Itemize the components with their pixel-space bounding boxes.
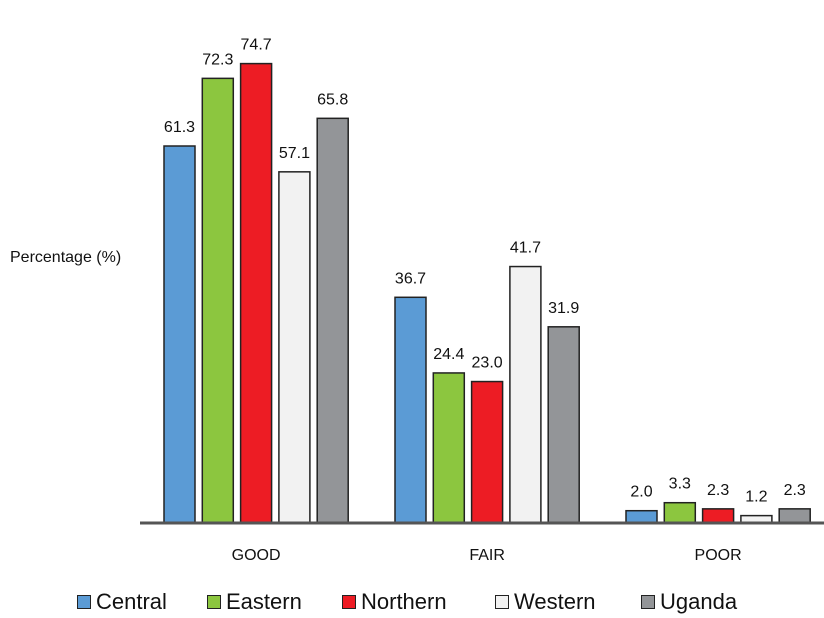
bar-eastern-fair	[432, 372, 466, 524]
y-axis-label: Percentage (%)	[10, 249, 121, 266]
value-label-uganda-poor: 2.3	[784, 482, 806, 499]
legend-label-uganda: Uganda	[660, 589, 738, 614]
legend-swatch-central	[77, 595, 91, 609]
bar-uganda-good	[316, 117, 349, 524]
value-label-western-good: 57.1	[279, 145, 310, 162]
value-label-northern-fair: 23.0	[472, 355, 503, 372]
value-label-uganda-good: 65.8	[317, 91, 348, 108]
bars-group: 61.3 72.3 74.7 57.1 65.8 36.7 24.4 23.0 41.7 31.9…	[163, 37, 811, 524]
bar-uganda-poor	[778, 508, 811, 524]
legend-item-central: Central	[77, 588, 167, 616]
bar-central-fair	[394, 296, 427, 524]
bar-northern-good	[239, 62, 273, 524]
legend: Central Eastern Northern Western Uganda	[0, 588, 824, 618]
value-label-eastern-fair: 24.4	[433, 346, 464, 363]
value-label-western-poor: 1.2	[745, 489, 767, 506]
value-label-eastern-poor: 3.3	[669, 476, 691, 493]
bar-northern-poor	[701, 508, 735, 524]
bar-uganda-fair	[547, 326, 580, 524]
bar-central-good	[163, 145, 196, 524]
legend-label-northern: Northern	[361, 589, 447, 614]
value-label-uganda-fair: 31.9	[548, 300, 579, 317]
bar-central-poor	[625, 509, 658, 524]
value-label-eastern-good: 72.3	[202, 51, 233, 68]
bar-northern-fair	[470, 380, 504, 524]
bar-eastern-poor	[663, 501, 697, 524]
value-label-northern-good: 74.7	[241, 37, 272, 54]
category-label-good: GOOD	[232, 547, 281, 564]
category-labels: GOOD FAIR POOR	[232, 547, 742, 564]
value-label-western-fair: 41.7	[510, 240, 541, 257]
value-label-northern-poor: 2.3	[707, 482, 729, 499]
legend-item-eastern: Eastern	[207, 588, 302, 616]
legend-swatch-northern	[342, 595, 356, 609]
legend-label-western: Western	[514, 589, 596, 614]
legend-swatch-uganda	[641, 595, 655, 609]
legend-item-northern: Northern	[342, 588, 447, 616]
bar-western-good	[278, 171, 311, 524]
category-label-poor: POOR	[695, 547, 742, 564]
value-label-central-poor: 2.0	[630, 484, 652, 501]
category-label-fair: FAIR	[469, 547, 505, 564]
legend-label-central: Central	[96, 589, 167, 614]
legend-swatch-eastern	[207, 595, 221, 609]
legend-label-eastern: Eastern	[226, 589, 302, 614]
value-label-central-good: 61.3	[164, 119, 195, 136]
bar-western-fair	[509, 265, 542, 524]
bar-chart: Percentage (%) 61.3 72.3 74.7 57.1 65.8 36.7 2…	[10, 37, 824, 564]
legend-item-western: Western	[495, 588, 596, 616]
value-label-central-fair: 36.7	[395, 270, 426, 287]
legend-item-uganda: Uganda	[641, 588, 737, 616]
bar-eastern-good	[201, 77, 235, 524]
legend-swatch-western	[495, 595, 509, 609]
